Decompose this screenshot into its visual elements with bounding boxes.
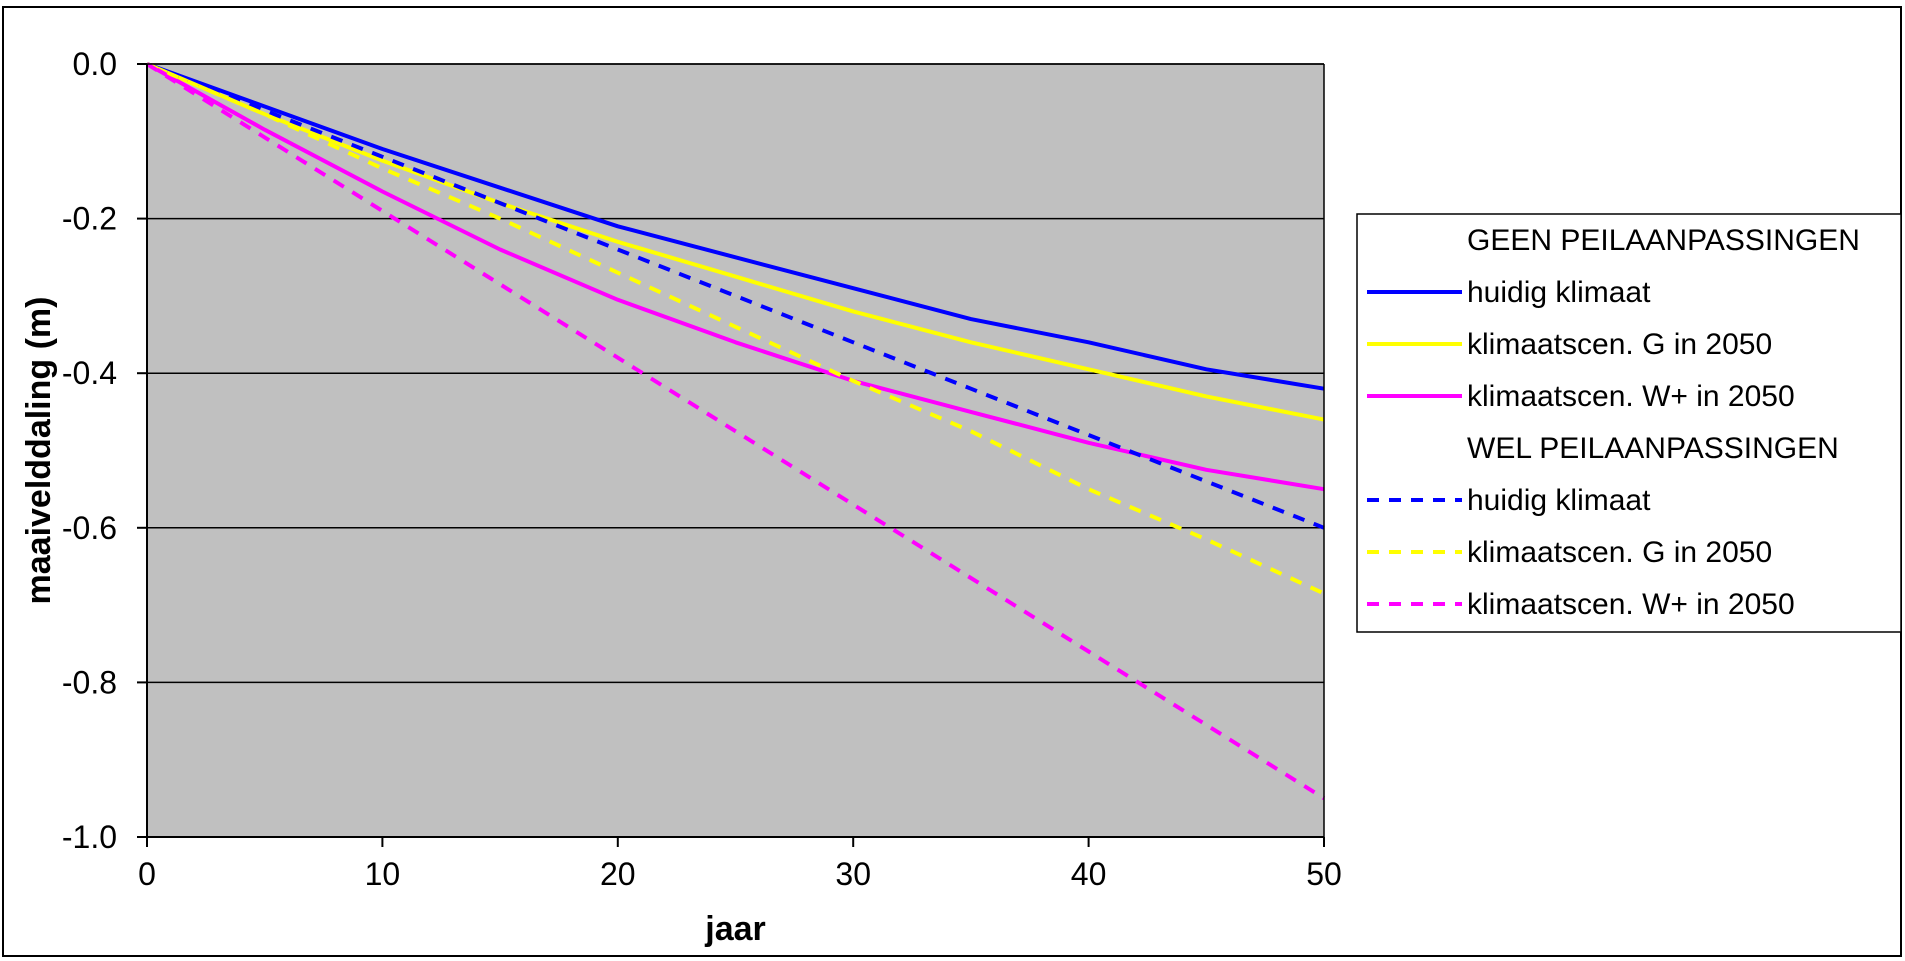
series-lines bbox=[145, 62, 1326, 800]
x-tick-label: 40 bbox=[1071, 856, 1107, 892]
x-tick-label: 0 bbox=[138, 856, 156, 892]
plot-area bbox=[147, 64, 1324, 837]
x-tick-label: 30 bbox=[835, 856, 871, 892]
series-line-3 bbox=[146, 62, 1325, 492]
y-tick-label: -0.4 bbox=[62, 355, 117, 391]
legend-label-4: huidig klimaat bbox=[1467, 484, 1651, 517]
y-tick-label: -0.2 bbox=[62, 201, 117, 237]
y-tick-label: -1.0 bbox=[62, 819, 117, 855]
legend-group-label: GEEN PEILAANPASSINGEN bbox=[1467, 224, 1860, 257]
tick-labels: 0 10 20 30 40 50 0.0 -0.2 -0.4 -0.6 -0.8 -1.0 bbox=[62, 46, 1342, 892]
x-axis-title: jaar bbox=[704, 910, 766, 948]
y-tick-label: -0.6 bbox=[62, 510, 117, 546]
axes bbox=[137, 63, 1325, 847]
y-tick-label: -0.8 bbox=[62, 664, 117, 700]
legend-group-label: WEL PEILAANPASSINGEN bbox=[1467, 432, 1839, 465]
legend-label-1: huidig klimaat bbox=[1467, 276, 1651, 309]
x-tick-label: 10 bbox=[365, 856, 401, 892]
legend-label-2: klimaatscen. G in 2050 bbox=[1467, 328, 1772, 361]
legend-label-3: klimaatscen. W+ in 2050 bbox=[1467, 380, 1795, 413]
legend-box bbox=[1356, 213, 1902, 633]
y-tick-label: 0.0 bbox=[73, 46, 117, 82]
legend-label-5: klimaatscen. G in 2050 bbox=[1467, 536, 1772, 569]
x-tick-label: 50 bbox=[1306, 856, 1342, 892]
y-axis-title: maaivelddaling (m) bbox=[20, 297, 58, 605]
series-line-2 bbox=[146, 62, 1325, 422]
series-line-6 bbox=[145, 62, 1326, 800]
series-line-1 bbox=[146, 62, 1325, 391]
x-tick-label: 20 bbox=[600, 856, 636, 892]
series-line-5 bbox=[146, 62, 1325, 596]
legend: GEEN PEILAANPASSINGEN huidig klimaat klima… bbox=[1356, 213, 1902, 633]
legend-label-6: klimaatscen. W+ in 2050 bbox=[1467, 588, 1795, 621]
